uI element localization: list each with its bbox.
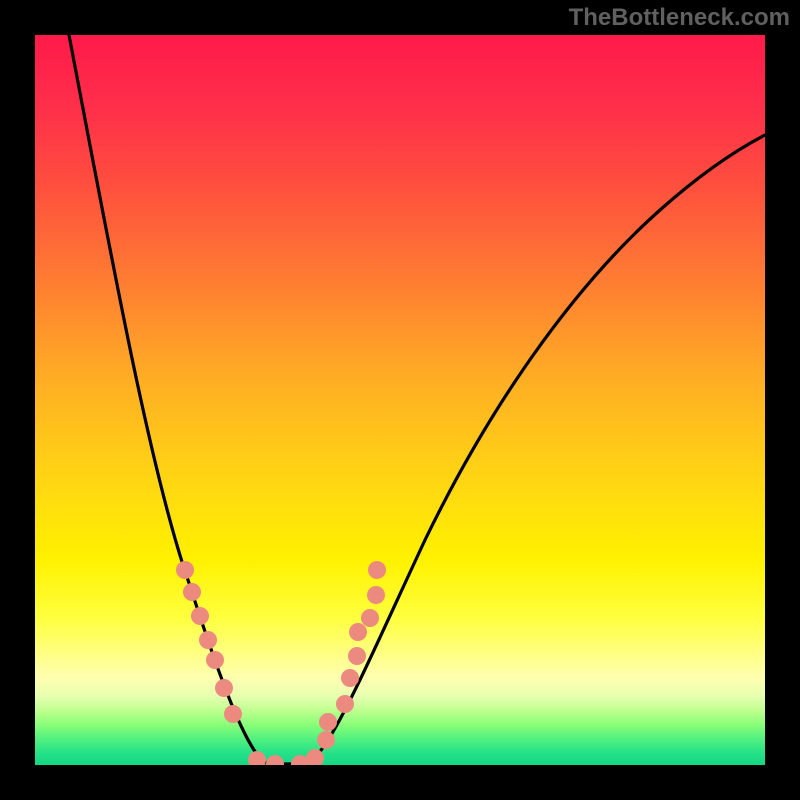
data-point	[225, 706, 242, 723]
data-point	[192, 608, 209, 625]
watermark-text: TheBottleneck.com	[569, 4, 790, 32]
data-point	[216, 680, 233, 697]
data-point	[368, 587, 385, 604]
data-point	[177, 562, 194, 579]
data-point	[200, 632, 217, 649]
data-point	[320, 714, 337, 731]
data-point	[349, 648, 366, 665]
chart-svg	[0, 0, 800, 800]
data-point	[307, 750, 324, 767]
data-point	[337, 696, 354, 713]
chart-background	[35, 35, 765, 765]
data-point	[207, 652, 224, 669]
data-point	[369, 562, 386, 579]
data-point	[362, 610, 379, 627]
data-point	[350, 624, 367, 641]
data-point	[318, 732, 335, 749]
data-point	[342, 670, 359, 687]
data-point	[184, 584, 201, 601]
